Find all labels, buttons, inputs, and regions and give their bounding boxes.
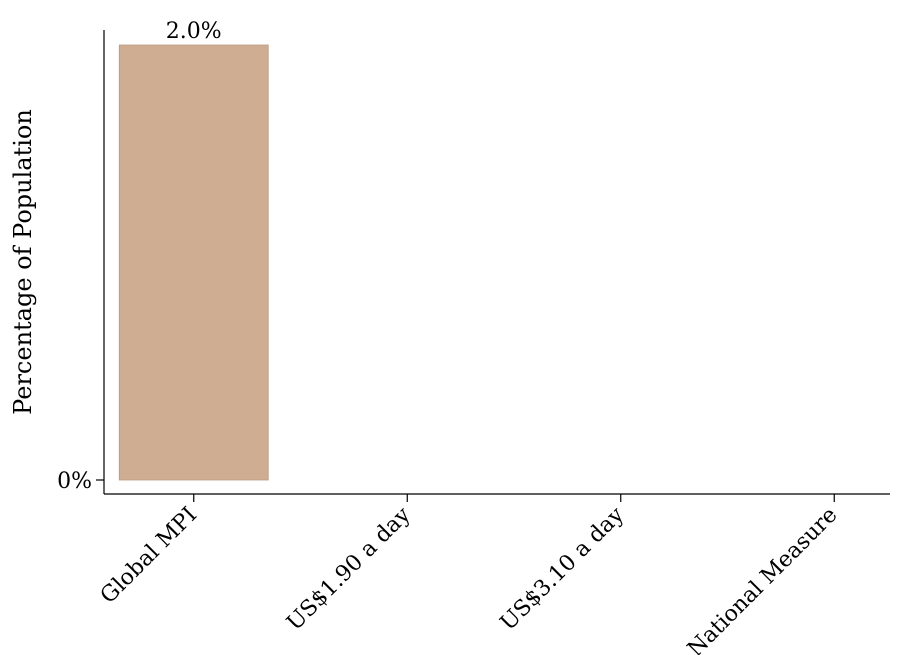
bars-group: 2.0%	[118, 19, 269, 481]
y-axis-ticks: 0%	[57, 469, 104, 494]
x-tick-label: US$1.90 a day	[282, 502, 416, 636]
y-axis-title: Percentage of Population	[9, 109, 37, 415]
data-label: 2.0%	[166, 19, 222, 44]
y-tick-label: 0%	[57, 469, 92, 494]
x-tick-label: National Measure	[683, 503, 842, 655]
bar-global-mpi	[118, 44, 269, 481]
x-axis-ticks: Global MPI US$1.90 a day US$3.10 a day Nati…	[96, 494, 842, 655]
x-tick-label: US$3.10 a day	[496, 502, 630, 636]
x-tick-label: Global MPI	[96, 503, 202, 609]
